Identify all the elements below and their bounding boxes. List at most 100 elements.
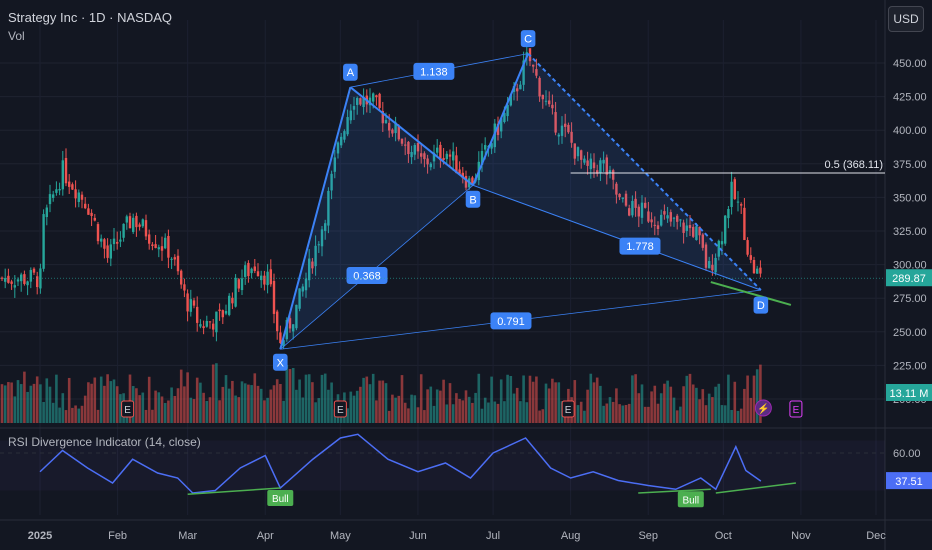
volume-bar xyxy=(397,395,401,423)
rsi-divergence-line xyxy=(715,482,796,494)
candle-body xyxy=(253,266,256,271)
volume-bar xyxy=(733,381,737,423)
candle-body xyxy=(90,212,93,217)
volume-bar xyxy=(192,399,196,423)
volume-bar xyxy=(39,384,42,423)
volume-bar xyxy=(240,381,244,423)
volume-bar xyxy=(419,374,423,423)
volume-bar xyxy=(413,395,417,423)
candle-body xyxy=(439,144,442,161)
candle-body xyxy=(276,311,279,332)
candle-body xyxy=(0,277,4,279)
candle-body xyxy=(490,143,493,149)
volume-bar xyxy=(691,384,695,423)
volume-bar xyxy=(87,382,90,423)
candle-body xyxy=(301,286,304,292)
volume-bar xyxy=(435,389,439,423)
candle-body xyxy=(183,284,186,291)
candle-body xyxy=(416,142,420,152)
volume-bar xyxy=(288,369,292,423)
volume-bar xyxy=(71,407,74,423)
trendline-support xyxy=(710,281,792,306)
volume-bar xyxy=(218,400,221,423)
time-axis-tick: Mar xyxy=(178,530,197,542)
volume-bar xyxy=(477,373,481,423)
volume-bar xyxy=(615,388,618,423)
volume-bar xyxy=(509,375,513,423)
candle-body xyxy=(663,211,666,215)
candle-body xyxy=(199,324,202,327)
volume-bar xyxy=(551,378,554,423)
candle-body xyxy=(640,202,644,218)
candle-body xyxy=(682,222,685,233)
pattern-point-x-bg xyxy=(272,353,288,371)
candle-body xyxy=(666,215,669,219)
candle-body xyxy=(736,201,740,203)
candle-body xyxy=(295,304,298,329)
volume-bar xyxy=(752,375,756,423)
candle-body xyxy=(500,118,503,132)
pattern-triangle-xab xyxy=(280,87,474,350)
pattern-point-c-bg xyxy=(520,30,536,48)
candle-body xyxy=(576,147,580,157)
volume-bar xyxy=(211,364,215,423)
candle-body xyxy=(695,226,698,240)
candle-body xyxy=(455,155,458,174)
volume-bar xyxy=(496,403,500,423)
pattern-point-a-bg xyxy=(343,63,358,81)
candle-body xyxy=(397,125,400,140)
candle-body xyxy=(400,138,404,144)
volume-bar xyxy=(493,401,497,423)
candle-body xyxy=(116,242,119,244)
volume-bar xyxy=(714,386,717,423)
price-axis-tick: 325.00 xyxy=(893,226,927,238)
candle-body xyxy=(554,112,557,133)
earnings-marker-label: E xyxy=(124,405,131,416)
volume-bar xyxy=(26,391,29,423)
volume-bar xyxy=(647,406,650,423)
earnings-marker xyxy=(121,400,135,418)
candle-body xyxy=(20,274,23,282)
volume-bar xyxy=(163,403,167,423)
volume-bar xyxy=(429,386,433,423)
volume-bar xyxy=(263,400,266,423)
volume-bar xyxy=(301,397,305,423)
price-axis-tick: 350.00 xyxy=(893,192,927,204)
bull-label-bg xyxy=(677,491,704,508)
candle-body xyxy=(608,170,612,173)
pattern-ratio-xb-bg xyxy=(346,266,388,284)
volume-bar xyxy=(535,376,538,423)
candle-body xyxy=(452,151,455,161)
candle-body xyxy=(100,238,103,242)
rsi-title[interactable]: RSI Divergence Indicator (14, close) xyxy=(8,435,201,449)
volume-bar xyxy=(256,385,260,423)
candle-body xyxy=(650,219,653,223)
candle-body xyxy=(704,244,708,268)
candle-body xyxy=(112,238,116,245)
time-axis-tick: May xyxy=(330,530,351,542)
lightning-icon[interactable] xyxy=(754,399,772,417)
volume-bar xyxy=(42,402,45,423)
volume-bar xyxy=(576,405,580,423)
volume-bar xyxy=(202,392,205,423)
currency-button[interactable]: USD xyxy=(888,6,924,32)
candle-body xyxy=(509,94,512,106)
candle-body xyxy=(516,88,519,92)
symbol-title[interactable]: Strategy Inc · 1D · NASDAQ xyxy=(8,10,172,25)
candle-body xyxy=(346,117,349,135)
candle-body xyxy=(551,104,554,109)
volume-bar xyxy=(135,388,138,423)
candle-body xyxy=(592,162,596,169)
candle-body xyxy=(634,198,637,208)
candle-body xyxy=(388,122,391,131)
candle-body xyxy=(221,310,224,318)
candle-body xyxy=(685,225,688,231)
candle-body xyxy=(71,184,74,190)
price-axis-tick: 375.00 xyxy=(893,159,927,171)
rsi-axis-tick: 60.00 xyxy=(893,448,921,460)
volume-bar xyxy=(487,402,490,423)
volume-bar xyxy=(221,386,225,423)
volume-bar xyxy=(579,401,583,423)
price-axis-tick: 450.00 xyxy=(893,58,927,70)
